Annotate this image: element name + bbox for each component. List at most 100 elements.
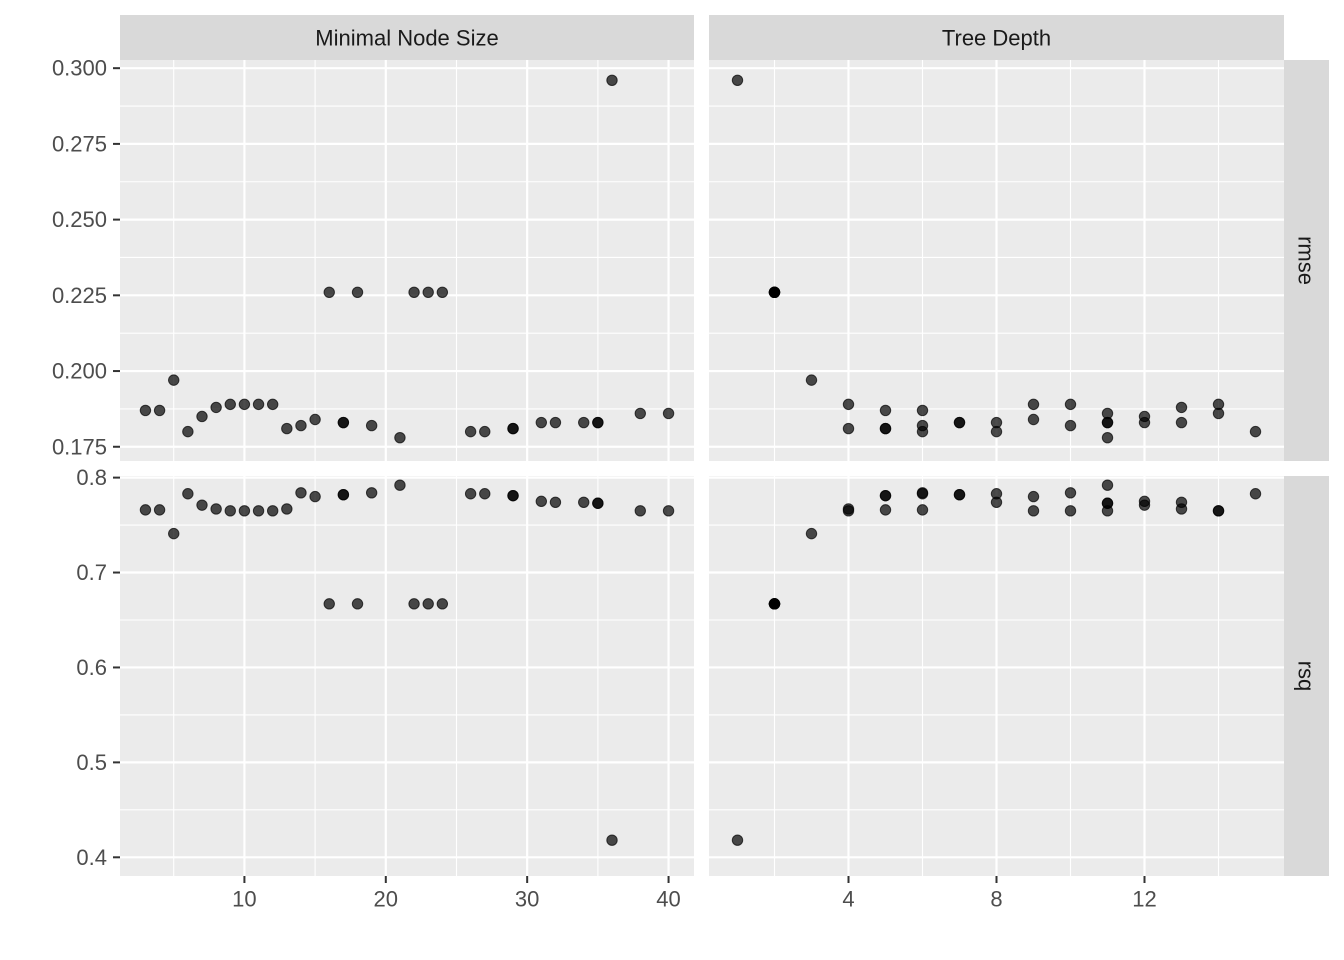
- data-point: [323, 598, 335, 610]
- panel-rmse-tree_depth: [709, 60, 1284, 461]
- data-point: [549, 416, 562, 429]
- data-point: [295, 419, 307, 432]
- data-point: [168, 374, 180, 386]
- x-tick-label: 8: [990, 887, 1002, 912]
- data-point: [768, 286, 781, 299]
- facet-strips: Minimal Node Size Tree Depth rmse rsq: [120, 15, 1329, 876]
- x-tick-label: 10: [232, 887, 256, 912]
- data-point: [916, 504, 929, 516]
- data-point: [592, 416, 604, 429]
- data-point: [842, 503, 855, 515]
- x-tick-label: 20: [374, 887, 398, 912]
- data-point: [422, 286, 434, 299]
- data-point: [879, 504, 892, 516]
- x-axis-min_n: 10 20 30 40: [232, 876, 681, 912]
- strip-label-rmse: rmse: [1294, 236, 1319, 285]
- data-point: [805, 374, 818, 386]
- data-point: [953, 416, 966, 429]
- data-point: [394, 431, 406, 444]
- data-point: [1064, 398, 1077, 411]
- data-point: [1101, 431, 1114, 444]
- data-point: [281, 422, 293, 435]
- y-tick-label: 0.7: [76, 560, 107, 585]
- data-point: [842, 422, 855, 435]
- x-tick-label: 40: [656, 887, 680, 912]
- data-point: [266, 398, 279, 411]
- data-point: [1101, 505, 1114, 517]
- data-point: [351, 598, 364, 610]
- y-tick-label: 0.175: [52, 434, 107, 459]
- panel-rsq-min_n: [120, 476, 694, 876]
- data-point: [990, 416, 1003, 429]
- x-axes: 10 20 30 40 4 8 12: [232, 876, 1157, 912]
- data-point: [479, 488, 491, 500]
- data-point: [337, 488, 350, 501]
- data-point: [394, 479, 406, 491]
- data-point: [879, 489, 892, 502]
- panel-rsq-tree_depth: [709, 476, 1284, 876]
- data-point: [1101, 479, 1114, 491]
- data-point: [422, 598, 434, 610]
- data-point: [879, 422, 892, 435]
- data-point: [606, 74, 618, 86]
- data-point: [252, 505, 265, 517]
- data-point: [266, 505, 279, 517]
- data-point: [916, 425, 929, 438]
- panel-background: [120, 476, 694, 876]
- data-point: [436, 286, 449, 299]
- data-point: [1064, 419, 1077, 432]
- panel-background: [120, 60, 694, 461]
- data-point: [768, 598, 781, 610]
- y-tick-label: 0.250: [52, 207, 107, 232]
- data-point: [365, 487, 378, 499]
- data-point: [139, 504, 152, 516]
- data-point: [337, 416, 350, 429]
- data-point: [842, 398, 855, 411]
- data-point: [281, 503, 293, 515]
- data-point: [1027, 505, 1040, 517]
- data-point: [805, 527, 818, 540]
- x-axis-tree_depth: 4 8 12: [842, 876, 1157, 912]
- data-point: [606, 834, 618, 846]
- data-point: [168, 527, 180, 540]
- y-tick-label: 0.200: [52, 359, 107, 384]
- data-point: [153, 504, 166, 516]
- y-axis-rmse: 0.175 0.200 0.225 0.250 0.275 0.300: [52, 56, 120, 459]
- data-point: [578, 416, 590, 429]
- y-axis-rsq: 0.4 0.5 0.6 0.7 0.8: [76, 465, 120, 870]
- data-point: [549, 496, 562, 508]
- data-point: [238, 505, 251, 517]
- data-point: [1101, 407, 1114, 420]
- strip-column-tree-depth: Tree Depth: [709, 15, 1284, 60]
- data-point: [224, 505, 236, 517]
- y-tick-label: 0.6: [76, 655, 107, 680]
- data-point: [662, 407, 675, 420]
- data-point: [479, 425, 491, 438]
- data-point: [916, 488, 929, 500]
- panel-rmse-min_n: [120, 60, 694, 461]
- y-tick-label: 0.300: [52, 56, 107, 81]
- data-point: [1212, 407, 1225, 420]
- data-point: [953, 488, 966, 501]
- panels: [120, 60, 1284, 876]
- y-tick-label: 0.225: [52, 283, 107, 308]
- y-tick-label: 0.4: [76, 845, 107, 870]
- data-point: [309, 413, 321, 426]
- data-point: [1138, 416, 1151, 429]
- strip-label-rsq: rsq: [1294, 661, 1319, 692]
- data-point: [464, 425, 477, 438]
- data-point: [1175, 496, 1188, 508]
- data-point: [1027, 413, 1040, 426]
- data-point: [731, 834, 744, 846]
- data-point: [1138, 495, 1151, 508]
- data-point: [990, 496, 1003, 508]
- data-point: [210, 503, 222, 515]
- data-point: [238, 398, 251, 411]
- data-point: [196, 499, 208, 511]
- data-point: [1064, 487, 1077, 499]
- data-point: [507, 422, 519, 435]
- data-point: [224, 398, 236, 411]
- data-point: [210, 401, 222, 414]
- data-point: [1249, 488, 1262, 500]
